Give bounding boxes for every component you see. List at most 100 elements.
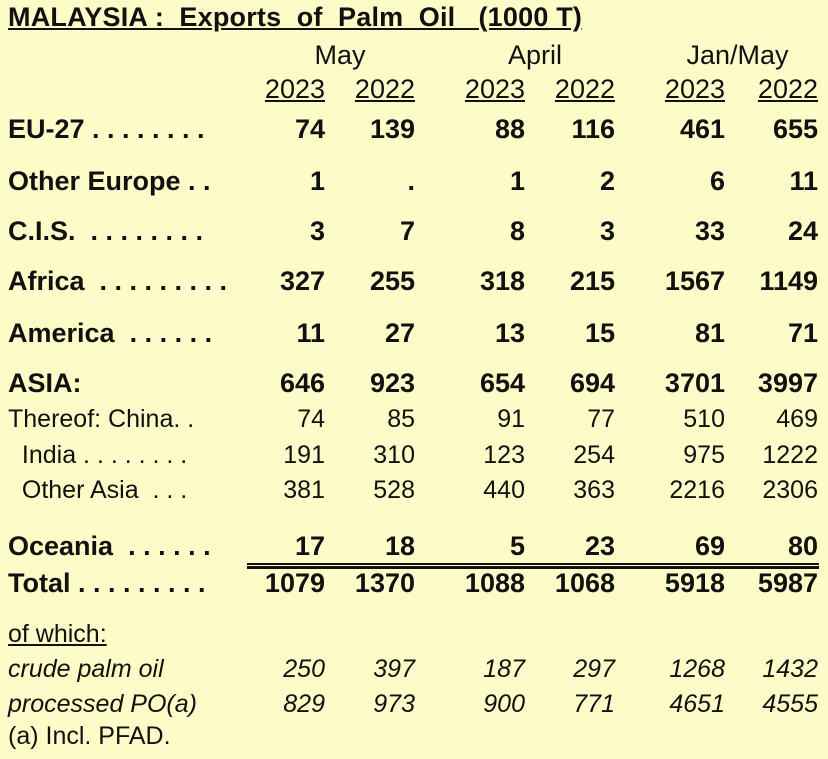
table-cell: 7	[399, 216, 415, 246]
row-label: Other Asia . . .	[8, 476, 187, 505]
table-cell: 654	[479, 368, 525, 398]
row-label-text: America	[8, 318, 115, 348]
table-cell: 15	[584, 318, 615, 348]
table-cell: 923	[369, 368, 415, 398]
table-cell: 381	[283, 476, 325, 504]
table-cell: 1068	[554, 568, 615, 598]
table-cell: 694	[569, 368, 615, 398]
table-cell: 2	[599, 166, 615, 196]
row-label-text: Oceania	[8, 531, 114, 561]
table-cell: 1149	[759, 266, 818, 296]
row-label-text: India	[8, 441, 77, 469]
year-header: 2022	[554, 74, 615, 104]
period-header-may: May	[314, 40, 366, 70]
row-label: EU-27 . . . . . . . .	[8, 114, 205, 145]
table-cell: 215	[569, 266, 615, 296]
table-row: Other Europe . . 1. 1 2 6 11	[0, 166, 828, 200]
row-label: India . . . . . . . .	[8, 441, 187, 470]
table-cell: 33	[694, 216, 725, 246]
row-label: C.I.S. . . . . . . . .	[8, 216, 203, 247]
table-row: ASIA: 646 923 654 694 3701 3997	[0, 368, 828, 402]
table-cell: 3997	[757, 368, 818, 398]
table-cell: 91	[497, 405, 525, 433]
table-row: India . . . . . . . . 191 310 123 254 975 1222	[0, 441, 828, 475]
table-row: C.I.S. . . . . . . . . 3 7 8 3 33 24	[0, 216, 828, 250]
table-cell: .	[407, 166, 415, 196]
total-divider-line	[247, 563, 819, 565]
table-cell: 2216	[669, 476, 725, 504]
row-label: America . . . . . .	[8, 318, 212, 349]
table-cell: 1567	[664, 266, 725, 296]
table-cell: 27	[384, 318, 415, 348]
table-row: Other Asia . . . 381 528 440 363 2216 2306	[0, 476, 828, 510]
table-cell: 5918	[664, 568, 725, 598]
table-cell: 8	[509, 216, 525, 246]
table-row: Total . . . . . . . . . 1079 1370 1088 1068 5…	[0, 568, 828, 602]
row-label-text: EU-27	[8, 114, 85, 144]
table-cell: 71	[787, 318, 818, 348]
table-cell: 461	[679, 114, 725, 144]
table-cell: 318	[479, 266, 525, 296]
total-divider-line	[247, 566, 819, 569]
table-cell: 363	[573, 476, 615, 504]
table-cell: 77	[587, 405, 615, 433]
period-header-jan-may: Jan/May	[686, 40, 789, 70]
table-cell: 3	[599, 216, 615, 246]
row-leader-dots: . . . . . . . . .	[84, 266, 228, 296]
table-cell: 254	[573, 441, 615, 469]
row-leader-dots: . .	[173, 405, 195, 433]
table-cell: 6	[709, 166, 725, 196]
table-cell: 1088	[464, 568, 525, 598]
table-row: Oceania . . . . . . 17 18 5 23 69 80	[0, 531, 828, 565]
sub-table-row: processed PO(a) 829 973 900 771 4651 4555	[0, 690, 828, 724]
sub-row-label: crude palm oil	[8, 655, 164, 683]
sub-table-cell: 900	[483, 690, 525, 718]
sub-table-cell: 1432	[762, 655, 818, 683]
table-cell: 1222	[762, 441, 818, 469]
row-label-text: Africa	[8, 266, 85, 296]
table-cell: 440	[483, 476, 525, 504]
row-label-text: Total	[8, 568, 71, 598]
sub-table-cell: 250	[283, 655, 325, 683]
row-leader-dots: . . . . . .	[113, 531, 211, 561]
table-cell: 5987	[757, 568, 818, 598]
row-label-text: Thereof: China	[8, 405, 174, 433]
year-header: 2022	[354, 74, 415, 104]
row-label: ASIA:	[8, 368, 82, 399]
table-cell: 80	[787, 531, 818, 561]
year-header: 2023	[464, 74, 525, 104]
table-cell: 11	[789, 166, 818, 196]
table-cell: 1	[509, 166, 525, 196]
table-cell: 69	[694, 531, 725, 561]
table-cell: 655	[772, 114, 818, 144]
table-cell: 469	[776, 405, 818, 433]
row-label: Total . . . . . . . . .	[8, 568, 206, 599]
table-row: America . . . . . . 11 27 13 15 81 71	[0, 318, 828, 352]
sub-table-cell: 771	[573, 690, 615, 718]
period-header-april: April	[507, 40, 562, 70]
table-cell: 310	[373, 441, 415, 469]
row-leader-dots: . .	[180, 166, 211, 196]
row-leader-dots: . . .	[138, 476, 188, 504]
table-cell: 327	[279, 266, 325, 296]
table-cell: 13	[494, 318, 525, 348]
sub-row-label: processed PO(a)	[8, 690, 197, 718]
table-cell: 191	[283, 441, 325, 469]
table-cell: 74	[294, 114, 325, 144]
year-header: 2023	[264, 74, 325, 104]
table-cell: 3	[309, 216, 325, 246]
table-cell: 23	[584, 531, 615, 561]
sub-table-cell: 829	[283, 690, 325, 718]
page-title: MALAYSIA : Exports of Palm Oil (1000 T)	[8, 2, 583, 32]
sub-table-row: crude palm oil 250 397 187 297 1268 1432	[0, 655, 828, 689]
table-cell: 74	[297, 405, 325, 433]
table-cell: 3701	[664, 368, 725, 398]
table-cell: 24	[787, 216, 818, 246]
row-label: Other Europe . .	[8, 166, 211, 197]
footnote: (a) Incl. PFAD.	[8, 722, 171, 750]
row-leader-dots: . . . . . . . .	[76, 441, 188, 469]
table-row: Thereof: China. . 74 85 91 77 510 469	[0, 405, 828, 439]
year-header: 2022	[757, 74, 818, 104]
table-cell: 17	[294, 531, 325, 561]
